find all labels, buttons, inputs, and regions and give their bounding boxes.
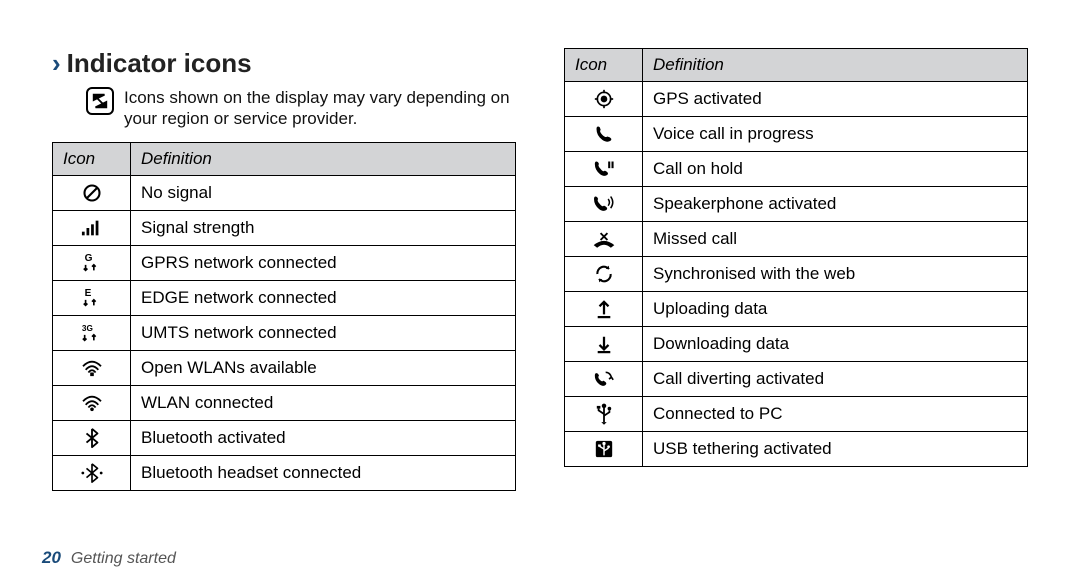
note-row: Icons shown on the display may vary depe… — [86, 87, 516, 130]
table-row: WLAN connected — [53, 385, 516, 420]
table-row: Call diverting activated — [565, 362, 1028, 397]
wlan-open-icon — [53, 350, 131, 385]
svg-text:3G: 3G — [81, 324, 92, 333]
table-row: Connected to PC — [565, 397, 1028, 432]
table-row: G GPRS network connected — [53, 245, 516, 280]
cell-def: Downloading data — [643, 327, 1028, 362]
gps-icon — [565, 82, 643, 117]
note-text: Icons shown on the display may vary depe… — [124, 87, 516, 130]
call-hold-icon — [565, 152, 643, 187]
edge-icon: E — [53, 280, 131, 315]
call-icon — [565, 117, 643, 152]
cell-def: Voice call in progress — [643, 117, 1028, 152]
page-footer: 20 Getting started — [42, 548, 176, 568]
table-row: Synchronised with the web — [565, 257, 1028, 292]
table-row: Missed call — [565, 222, 1028, 257]
no-signal-icon — [53, 175, 131, 210]
bluetooth-icon — [53, 420, 131, 455]
signal-icon — [53, 210, 131, 245]
icon-table-left: Icon Definition No signal Signal strengt… — [52, 142, 516, 491]
missed-call-icon — [565, 222, 643, 257]
table-row: GPS activated — [565, 82, 1028, 117]
call-divert-icon — [565, 362, 643, 397]
heading-text: Indicator icons — [67, 48, 252, 79]
cell-def: Missed call — [643, 222, 1028, 257]
icon-table-right: Icon Definition GPS activated Voice call… — [564, 48, 1028, 467]
sync-icon — [565, 257, 643, 292]
cell-def: Connected to PC — [643, 397, 1028, 432]
table-row: Call on hold — [565, 152, 1028, 187]
chevron-icon: › — [52, 50, 61, 76]
cell-def: Bluetooth headset connected — [131, 455, 516, 490]
cell-def: USB tethering activated — [643, 432, 1028, 467]
wlan-icon — [53, 385, 131, 420]
section-heading: › Indicator icons — [52, 48, 516, 79]
table-row: Bluetooth activated — [53, 420, 516, 455]
col-header-def: Definition — [643, 49, 1028, 82]
cell-def: Signal strength — [131, 210, 516, 245]
table-row: Speakerphone activated — [565, 187, 1028, 222]
page-number: 20 — [42, 548, 61, 568]
umts-icon: 3G — [53, 315, 131, 350]
right-column: Icon Definition GPS activated Voice call… — [564, 48, 1028, 491]
usb-icon — [565, 397, 643, 432]
cell-def: Synchronised with the web — [643, 257, 1028, 292]
table-row: E EDGE network connected — [53, 280, 516, 315]
usb-tether-icon — [565, 432, 643, 467]
cell-def: No signal — [131, 175, 516, 210]
table-row: USB tethering activated — [565, 432, 1028, 467]
cell-def: GPS activated — [643, 82, 1028, 117]
col-header-icon: Icon — [53, 142, 131, 175]
table-row: Open WLANs available — [53, 350, 516, 385]
cell-def: Bluetooth activated — [131, 420, 516, 455]
table-row: Signal strength — [53, 210, 516, 245]
upload-icon — [565, 292, 643, 327]
left-column: › Indicator icons Icons shown on the dis… — [52, 48, 516, 491]
bluetooth-headset-icon — [53, 455, 131, 490]
table-row: Downloading data — [565, 327, 1028, 362]
cell-def: WLAN connected — [131, 385, 516, 420]
svg-text:G: G — [84, 253, 92, 264]
download-icon — [565, 327, 643, 362]
gprs-icon: G — [53, 245, 131, 280]
cell-def: Call diverting activated — [643, 362, 1028, 397]
cell-def: Speakerphone activated — [643, 187, 1028, 222]
table-row: Uploading data — [565, 292, 1028, 327]
cell-def: GPRS network connected — [131, 245, 516, 280]
speakerphone-icon — [565, 187, 643, 222]
table-row: Bluetooth headset connected — [53, 455, 516, 490]
col-header-def: Definition — [131, 142, 516, 175]
table-row: No signal — [53, 175, 516, 210]
cell-def: UMTS network connected — [131, 315, 516, 350]
footer-section: Getting started — [71, 550, 176, 568]
table-row: Voice call in progress — [565, 117, 1028, 152]
svg-text:E: E — [84, 288, 91, 299]
note-icon — [86, 87, 114, 115]
cell-def: EDGE network connected — [131, 280, 516, 315]
cell-def: Open WLANs available — [131, 350, 516, 385]
cell-def: Uploading data — [643, 292, 1028, 327]
cell-def: Call on hold — [643, 152, 1028, 187]
table-row: 3G UMTS network connected — [53, 315, 516, 350]
col-header-icon: Icon — [565, 49, 643, 82]
